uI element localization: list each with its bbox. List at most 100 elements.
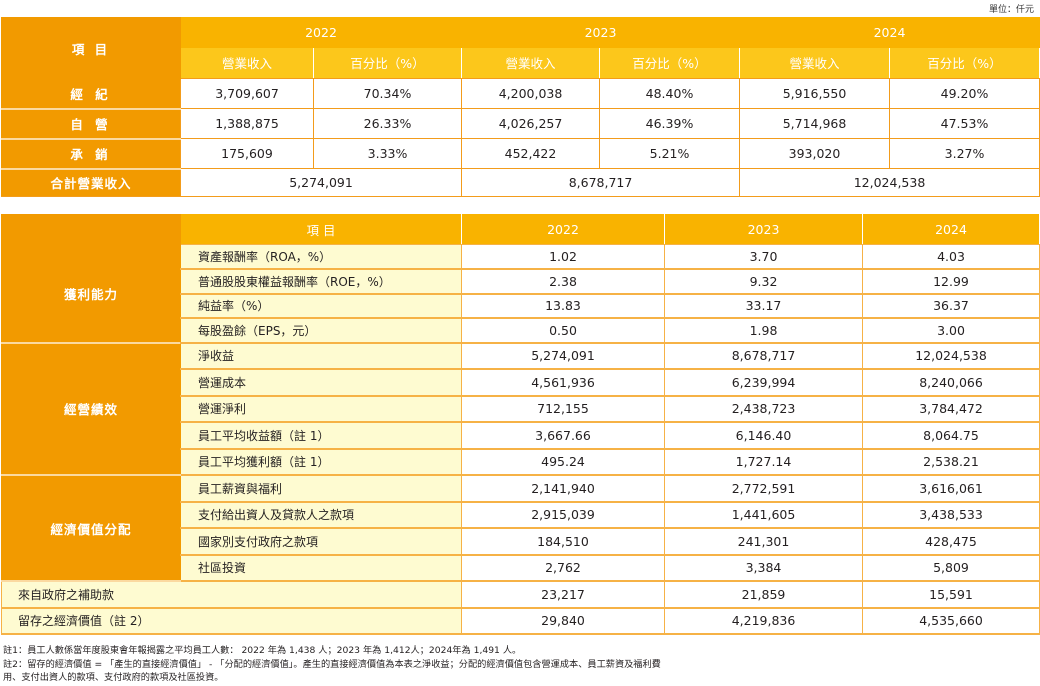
revenue-year-header-row: 項 目 2022 2023 2024 <box>1 17 1040 79</box>
revenue-year-header: 2022 <box>180 17 462 48</box>
value-cell: 184,510 <box>461 527 665 556</box>
value-cell: 2,915,039 <box>461 501 665 529</box>
performance-year-header: 2023 <box>664 214 863 245</box>
percentage-cell: 3.33% <box>313 138 462 169</box>
value-cell: 3.00 <box>862 317 1040 344</box>
revenue-year-header: 2024 <box>739 17 1040 48</box>
footnotes: 註1：員工人數係當年度股東會年報揭露之平均員工人數： 2022 年為 1,438… <box>3 644 661 685</box>
revenue-cell: 1,388,875 <box>180 108 314 139</box>
performance-year-header: 2022 <box>461 214 665 245</box>
table-row: 經營績效 淨收益 5,274,091 8,678,717 12,024,538 <box>1 341 1040 476</box>
value-cell: 428,475 <box>862 527 1040 556</box>
value-cell: 241,301 <box>664 527 863 556</box>
percentage-subheader: 百分比（%） <box>599 47 740 79</box>
total-label: 合計營業收入 <box>1 167 181 197</box>
value-cell: 6,239,994 <box>664 368 863 397</box>
row-label: 淨收益 <box>180 342 462 370</box>
row-label: 承 銷 <box>1 137 181 169</box>
value-cell: 29,840 <box>461 607 665 635</box>
value-cell: 15,591 <box>862 580 1040 609</box>
value-cell: 3,616,061 <box>862 474 1040 503</box>
revenue-cell: 452,422 <box>461 138 600 169</box>
revenue-cell: 3,709,607 <box>180 78 314 109</box>
table-row: 每股盈餘（EPS，元） 0.50 1.98 3.00 <box>2 317 1040 344</box>
value-cell: 33.17 <box>664 293 863 319</box>
value-cell: 4.03 <box>862 244 1040 270</box>
table-row: 普通股股東權益報酬率（ROE，%） 2.38 9.32 12.99 <box>2 268 1040 295</box>
percentage-subheader: 百分比（%） <box>313 47 462 79</box>
row-label: 營運成本 <box>180 368 462 397</box>
value-cell: 495.24 <box>461 448 665 476</box>
value-cell: 2,141,940 <box>461 474 665 503</box>
revenue-subheader: 營業收入 <box>739 47 890 79</box>
row-label: 自 營 <box>1 107 181 139</box>
performance-header-row: 獲利能力 項 目 2022 2023 2024 <box>1 214 1040 343</box>
total-cell: 12,024,538 <box>739 168 1040 197</box>
revenue-item-header: 項 目 <box>1 17 181 79</box>
total-row: 合計營業收入 5,274,091 8,678,717 12,024,538 <box>1 167 1040 197</box>
value-cell: 3,384 <box>664 554 863 582</box>
percentage-cell: 5.21% <box>599 138 740 169</box>
footnote: 註1：員工人數係當年度股東會年報揭露之平均員工人數： 2022 年為 1,438… <box>3 645 522 656</box>
performance-year-header: 2024 <box>862 214 1040 245</box>
value-cell: 4,535,660 <box>862 607 1040 635</box>
value-cell: 8,678,717 <box>664 342 863 370</box>
footnote: 註2：留存的經濟價值 = 「產生的直接經濟價值」 - 「分配的經濟價值」。產生的… <box>3 658 661 670</box>
value-cell: 1.02 <box>461 244 665 270</box>
value-cell: 36.37 <box>862 293 1040 319</box>
value-cell: 712,155 <box>461 395 665 423</box>
percentage-cell: 48.40% <box>599 78 740 109</box>
percentage-subheader: 百分比（%） <box>889 47 1040 79</box>
value-cell: 1,441,605 <box>664 501 863 529</box>
table-row: 員工平均獲利額（註 1） 495.24 1,727.14 2,538.21 <box>2 448 1040 476</box>
row-label: 普通股股東權益報酬率（ROE，%） <box>180 268 462 295</box>
table-row: 國家別支付政府之款項 184,510 241,301 428,475 <box>2 527 1040 556</box>
row-label: 支付給出資人及貸款人之款項 <box>180 501 462 529</box>
percentage-cell: 26.33% <box>313 108 462 139</box>
revenue-cell: 4,026,257 <box>461 108 600 139</box>
unit-label: 單位：仟元 <box>988 5 1034 15</box>
table-row: 自 營 1,388,875 26.33% 4,026,257 46.39% 5,… <box>1 107 1040 139</box>
value-cell: 3.70 <box>664 244 863 270</box>
revenue-cell: 4,200,038 <box>461 78 600 109</box>
row-label: 員工平均獲利額（註 1） <box>180 448 462 476</box>
value-cell: 3,784,472 <box>862 395 1040 423</box>
value-cell: 5,809 <box>862 554 1040 582</box>
revenue-year-header: 2023 <box>461 17 740 48</box>
revenue-subheader: 營業收入 <box>461 47 600 79</box>
table-row: 承 銷 175,609 3.33% 452,422 5.21% 393,020 … <box>1 137 1040 169</box>
performance-table: 獲利能力 項 目 2022 2023 2024 資產報酬率（ROA，%） 1.0… <box>1 214 1040 635</box>
value-cell: 3,667.66 <box>461 421 665 450</box>
table-row: 經 紀 3,709,607 70.34% 4,200,038 48.40% 5,… <box>1 78 1040 109</box>
table-row: 支付給出資人及貸款人之款項 2,915,039 1,441,605 3,438,… <box>2 501 1040 529</box>
value-cell: 8,064.75 <box>862 421 1040 450</box>
value-cell: 3,438,533 <box>862 501 1040 529</box>
value-cell: 2,438,723 <box>664 395 863 423</box>
table-row: 留存之經濟價值（註 2） 29,840 4,219,836 4,535,660 <box>1 607 1040 635</box>
value-cell: 12.99 <box>862 268 1040 295</box>
value-cell: 4,561,936 <box>461 368 665 397</box>
row-label: 經 紀 <box>1 78 181 109</box>
revenue-cell: 175,609 <box>180 138 314 169</box>
row-label: 留存之經濟價值（註 2） <box>1 607 462 635</box>
group-label: 獲利能力 <box>1 214 181 343</box>
revenue-subheader-row: 營業收入 百分比（%） 營業收入 百分比（%） 營業收入 百分比（%） <box>2 47 1040 79</box>
percentage-cell: 70.34% <box>313 78 462 109</box>
group-label: 經營績效 <box>1 341 181 476</box>
percentage-cell: 46.39% <box>599 108 740 139</box>
table-row: 營運淨利 712,155 2,438,723 3,784,472 <box>2 395 1040 423</box>
percentage-cell: 47.53% <box>889 108 1040 139</box>
value-cell: 1,727.14 <box>664 448 863 476</box>
total-cell: 5,274,091 <box>180 168 462 197</box>
value-cell: 13.83 <box>461 293 665 319</box>
row-label: 員工薪資與福利 <box>180 474 462 503</box>
value-cell: 6,146.40 <box>664 421 863 450</box>
table-row: 資產報酬率（ROA，%） 1.02 3.70 4.03 <box>2 244 1040 270</box>
row-label: 每股盈餘（EPS，元） <box>180 317 462 344</box>
table-row: 員工平均收益額（註 1） 3,667.66 6,146.40 8,064.75 <box>2 421 1040 450</box>
value-cell: 2,772,591 <box>664 474 863 503</box>
value-cell: 9.32 <box>664 268 863 295</box>
value-cell: 8,240,066 <box>862 368 1040 397</box>
value-cell: 12,024,538 <box>862 342 1040 370</box>
row-label: 來自政府之補助款 <box>1 580 462 609</box>
